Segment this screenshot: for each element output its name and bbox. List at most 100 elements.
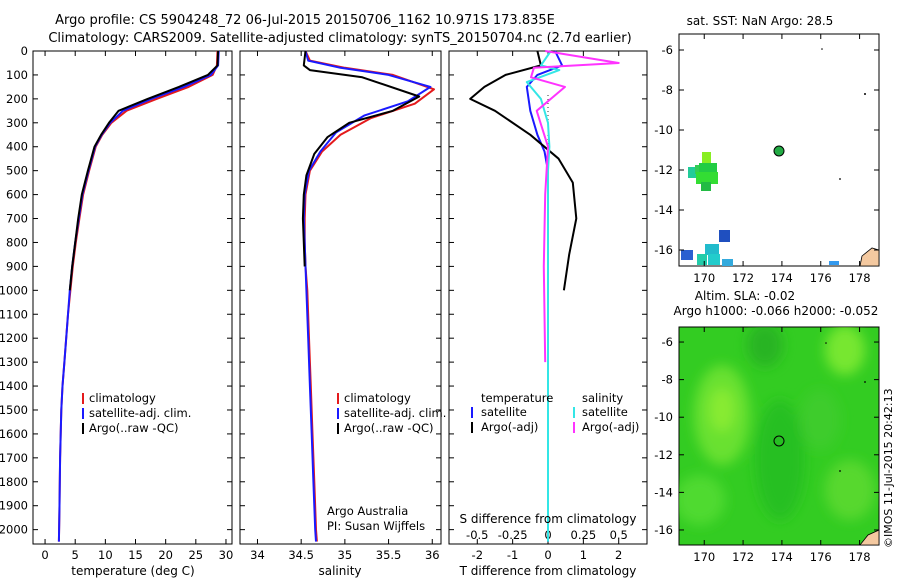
depth-axis: 0 100 200 300 400 500 600 700 800 900 1000 1100 1200… bbox=[0, 44, 647, 537]
credit-line2: PI: Susan Wijffels bbox=[327, 519, 425, 533]
sst-pixel bbox=[705, 244, 719, 255]
x-tick-label: 1 bbox=[580, 548, 587, 562]
series-line-temperature-argo-adj- bbox=[469, 50, 578, 291]
depth-tick-label: 600 bbox=[6, 188, 28, 202]
sst-pixel bbox=[702, 152, 711, 164]
map-y-tick-label: -6 bbox=[662, 335, 673, 349]
series-line-salinity-satellite bbox=[525, 50, 561, 542]
x-tick-label: 2 bbox=[615, 548, 622, 562]
map-x-tick-label: 170 bbox=[693, 271, 715, 285]
difference-legend: temperature salinity satellite Argo(-adj… bbox=[471, 391, 639, 434]
difference-x-axis: -2 -1 0 1 2-0.5 -0.25 0 0.25 0.5 bbox=[466, 51, 628, 562]
legend-label: Argo(-adj) bbox=[582, 420, 639, 434]
s-tick-label: -0.25 bbox=[498, 528, 528, 542]
map-x-tick-label: 172 bbox=[732, 271, 754, 285]
depth-tick-label: 1400 bbox=[0, 379, 28, 393]
depth-tick-label: 1300 bbox=[0, 355, 28, 369]
map-y-tick-label: -16 bbox=[654, 243, 673, 257]
series-line-satellite-adj-clim- bbox=[57, 50, 220, 542]
land-patch bbox=[859, 247, 880, 267]
temperature-panel bbox=[32, 50, 233, 545]
sla-blob bbox=[755, 400, 805, 520]
depth-tick-label: 1500 bbox=[0, 403, 28, 417]
legend-label: satellite-adj. clim. bbox=[89, 406, 191, 420]
sst-pixel bbox=[696, 172, 718, 184]
sst-dot bbox=[821, 48, 823, 50]
salinity-panel bbox=[239, 50, 442, 545]
legend-label: Argo(-adj) bbox=[481, 420, 538, 434]
series-line-argo-raw-qc- bbox=[68, 50, 220, 291]
map-x-tick-label: 174 bbox=[771, 550, 793, 564]
map-x-tick-label: 178 bbox=[849, 271, 871, 285]
sla-blobs bbox=[679, 327, 875, 525]
argo-float-marker bbox=[773, 435, 785, 447]
depth-tick-label: 1700 bbox=[0, 451, 28, 465]
depth-tick-label: 1800 bbox=[0, 475, 28, 489]
legend-label: climatology bbox=[89, 391, 156, 405]
salinity-x-axis: 34 34.5 35 35.5 36 bbox=[250, 51, 440, 562]
header-line1: Argo profile: CS 5904248_72 06-Jul-2015 … bbox=[55, 13, 555, 28]
difference-xlabel: T difference from climatology bbox=[459, 564, 637, 578]
map-y-tick-label: -12 bbox=[654, 163, 673, 177]
x-tick-label: 15 bbox=[128, 548, 143, 562]
x-tick-label: 10 bbox=[98, 548, 113, 562]
temperature-x-axis: 0 5 10 15 20 25 30 bbox=[41, 51, 233, 562]
legend-label: satellite bbox=[481, 405, 527, 419]
map-y-tick-label: -16 bbox=[654, 523, 673, 537]
salinity-xlabel: salinity bbox=[318, 564, 361, 578]
series-line-salinity-argo-adj- bbox=[530, 50, 620, 363]
s-tick-label: 0.5 bbox=[610, 528, 628, 542]
difference-top-label: S difference from climatology bbox=[460, 512, 637, 526]
x-tick-label: 30 bbox=[219, 548, 234, 562]
series-line-climatology bbox=[57, 50, 219, 542]
series-line-satellite-adj-clim- bbox=[302, 50, 432, 542]
map-y-tick-label: -12 bbox=[654, 448, 673, 462]
depth-tick-label: 2000 bbox=[0, 523, 28, 537]
header-line2: Climatology: CARS2009. Satellite-adjuste… bbox=[48, 31, 631, 46]
sst-pixel bbox=[722, 259, 733, 266]
sla-map-title2: Argo h1000: -0.066 h2000: -0.052 bbox=[674, 304, 879, 318]
sst-dot bbox=[839, 178, 841, 180]
depth-tick-label: 1600 bbox=[0, 427, 28, 441]
sla-field bbox=[679, 327, 879, 545]
series-line-climatology bbox=[303, 50, 435, 542]
depth-tick-label: 700 bbox=[6, 212, 28, 226]
sst-map bbox=[678, 33, 880, 267]
sla-blob bbox=[825, 327, 865, 375]
legend-label: satellite bbox=[582, 405, 628, 419]
sst-pixel bbox=[697, 254, 707, 265]
legend-title-salinity: salinity bbox=[582, 391, 623, 405]
x-tick-label: 35 bbox=[338, 548, 353, 562]
sst-dot bbox=[864, 93, 866, 95]
sst-pixels bbox=[681, 48, 880, 267]
sst-pixel bbox=[719, 230, 730, 242]
x-tick-label: 5 bbox=[72, 548, 79, 562]
sla-map-axes: -6 -8 -10 -12 -14 -16 170 172 174 176 178 bbox=[654, 327, 879, 564]
s-tick-label: 0.25 bbox=[571, 528, 597, 542]
profile-curves bbox=[57, 50, 620, 542]
land-patch bbox=[859, 529, 879, 545]
sla-blob bbox=[679, 475, 725, 525]
sla-blob bbox=[825, 460, 875, 520]
map-x-tick-label: 170 bbox=[693, 550, 715, 564]
sla-blob bbox=[800, 390, 840, 450]
map-x-tick-label: 174 bbox=[771, 271, 793, 285]
sla-dot bbox=[864, 381, 866, 383]
sla-blob bbox=[747, 327, 783, 367]
argo-float-marker bbox=[773, 145, 785, 157]
map-y-tick-label: -8 bbox=[662, 373, 673, 387]
salinity-legend: climatology satellite-adj. clim. Argo(..… bbox=[337, 391, 446, 435]
sla-dot bbox=[825, 342, 827, 344]
map-x-tick-label: 172 bbox=[732, 550, 754, 564]
temperature-legend: climatology satellite-adj. clim. Argo(..… bbox=[82, 391, 191, 435]
depth-tick-label: 100 bbox=[6, 68, 28, 82]
x-tick-label: 34 bbox=[250, 548, 265, 562]
temperature-xlabel: temperature (deg C) bbox=[71, 564, 194, 578]
x-tick-label: 25 bbox=[188, 548, 203, 562]
x-tick-label: 0 bbox=[41, 548, 48, 562]
x-tick-label: 20 bbox=[158, 548, 173, 562]
map-y-tick-label: -14 bbox=[654, 485, 673, 499]
x-tick-label: -1 bbox=[507, 548, 518, 562]
x-tick-label: 0 bbox=[544, 548, 551, 562]
map-y-tick-label: -10 bbox=[654, 123, 673, 137]
